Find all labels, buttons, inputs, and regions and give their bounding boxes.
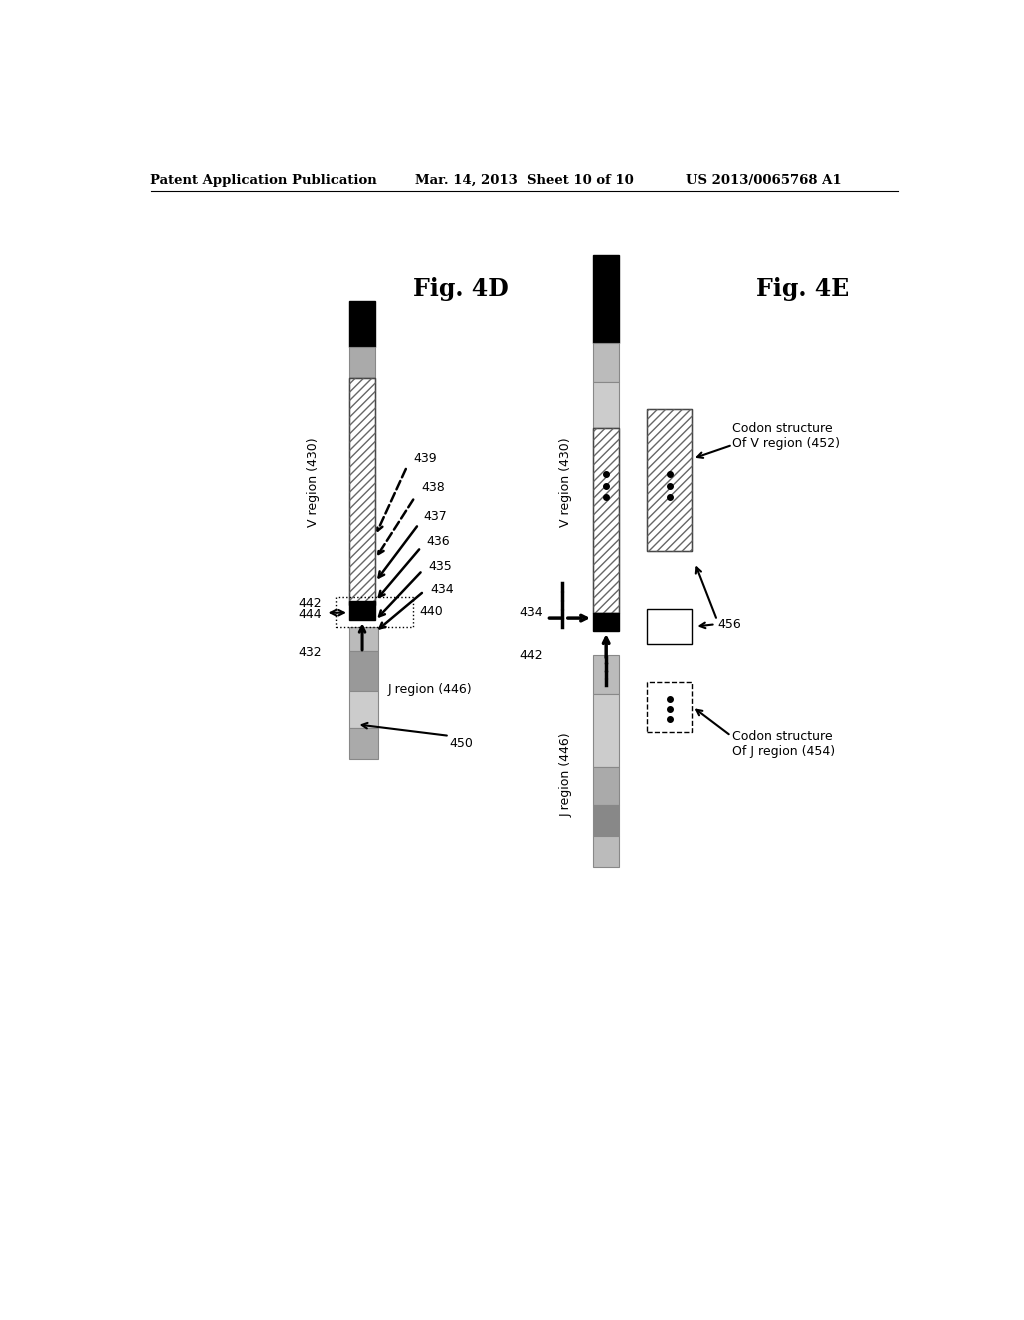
Bar — [647, 409, 692, 552]
Text: 437: 437 — [423, 510, 447, 523]
Text: 439: 439 — [414, 453, 437, 465]
Text: US 2013/0065768 A1: US 2013/0065768 A1 — [686, 174, 842, 187]
Bar — [593, 343, 620, 381]
Text: 435: 435 — [429, 560, 453, 573]
Bar — [593, 655, 620, 693]
Bar — [647, 609, 692, 644]
Bar — [593, 428, 620, 612]
Text: J region (446): J region (446) — [388, 684, 472, 696]
Text: 436: 436 — [426, 536, 450, 548]
Text: 450: 450 — [450, 737, 473, 750]
Text: 438: 438 — [421, 482, 444, 495]
Bar — [349, 301, 375, 347]
Text: V region (430): V region (430) — [307, 437, 321, 527]
Bar — [593, 805, 620, 836]
Text: 442: 442 — [298, 597, 322, 610]
Bar — [647, 682, 692, 733]
Bar — [593, 428, 620, 612]
Text: 440: 440 — [420, 606, 443, 619]
Text: V region (430): V region (430) — [559, 437, 572, 527]
Bar — [593, 255, 620, 343]
Text: Mar. 14, 2013  Sheet 10 of 10: Mar. 14, 2013 Sheet 10 of 10 — [416, 174, 634, 187]
Text: 442: 442 — [519, 648, 543, 661]
Bar — [593, 836, 620, 867]
Bar — [349, 729, 378, 759]
Bar — [349, 627, 378, 651]
Bar — [349, 347, 375, 378]
Text: 434: 434 — [430, 583, 454, 597]
Bar — [349, 378, 375, 605]
Bar — [593, 767, 620, 805]
Bar — [349, 692, 378, 729]
Text: 432: 432 — [298, 647, 322, 659]
Bar — [593, 612, 620, 631]
Bar — [593, 693, 620, 767]
Text: 456: 456 — [717, 618, 740, 631]
Bar — [349, 651, 378, 692]
Text: Codon structure
Of V region (452): Codon structure Of V region (452) — [732, 421, 841, 450]
Bar — [593, 381, 620, 428]
Bar — [349, 378, 375, 605]
Text: J region (446): J region (446) — [559, 733, 572, 817]
Text: Patent Application Publication: Patent Application Publication — [151, 174, 377, 187]
Bar — [647, 409, 692, 552]
Text: Fig. 4D: Fig. 4D — [414, 277, 509, 301]
Text: Fig. 4E: Fig. 4E — [756, 277, 849, 301]
Text: 444: 444 — [298, 607, 322, 620]
Bar — [336, 598, 414, 627]
Text: 434: 434 — [519, 606, 543, 619]
Bar — [349, 601, 375, 620]
Text: Codon structure
Of J region (454): Codon structure Of J region (454) — [732, 730, 836, 758]
